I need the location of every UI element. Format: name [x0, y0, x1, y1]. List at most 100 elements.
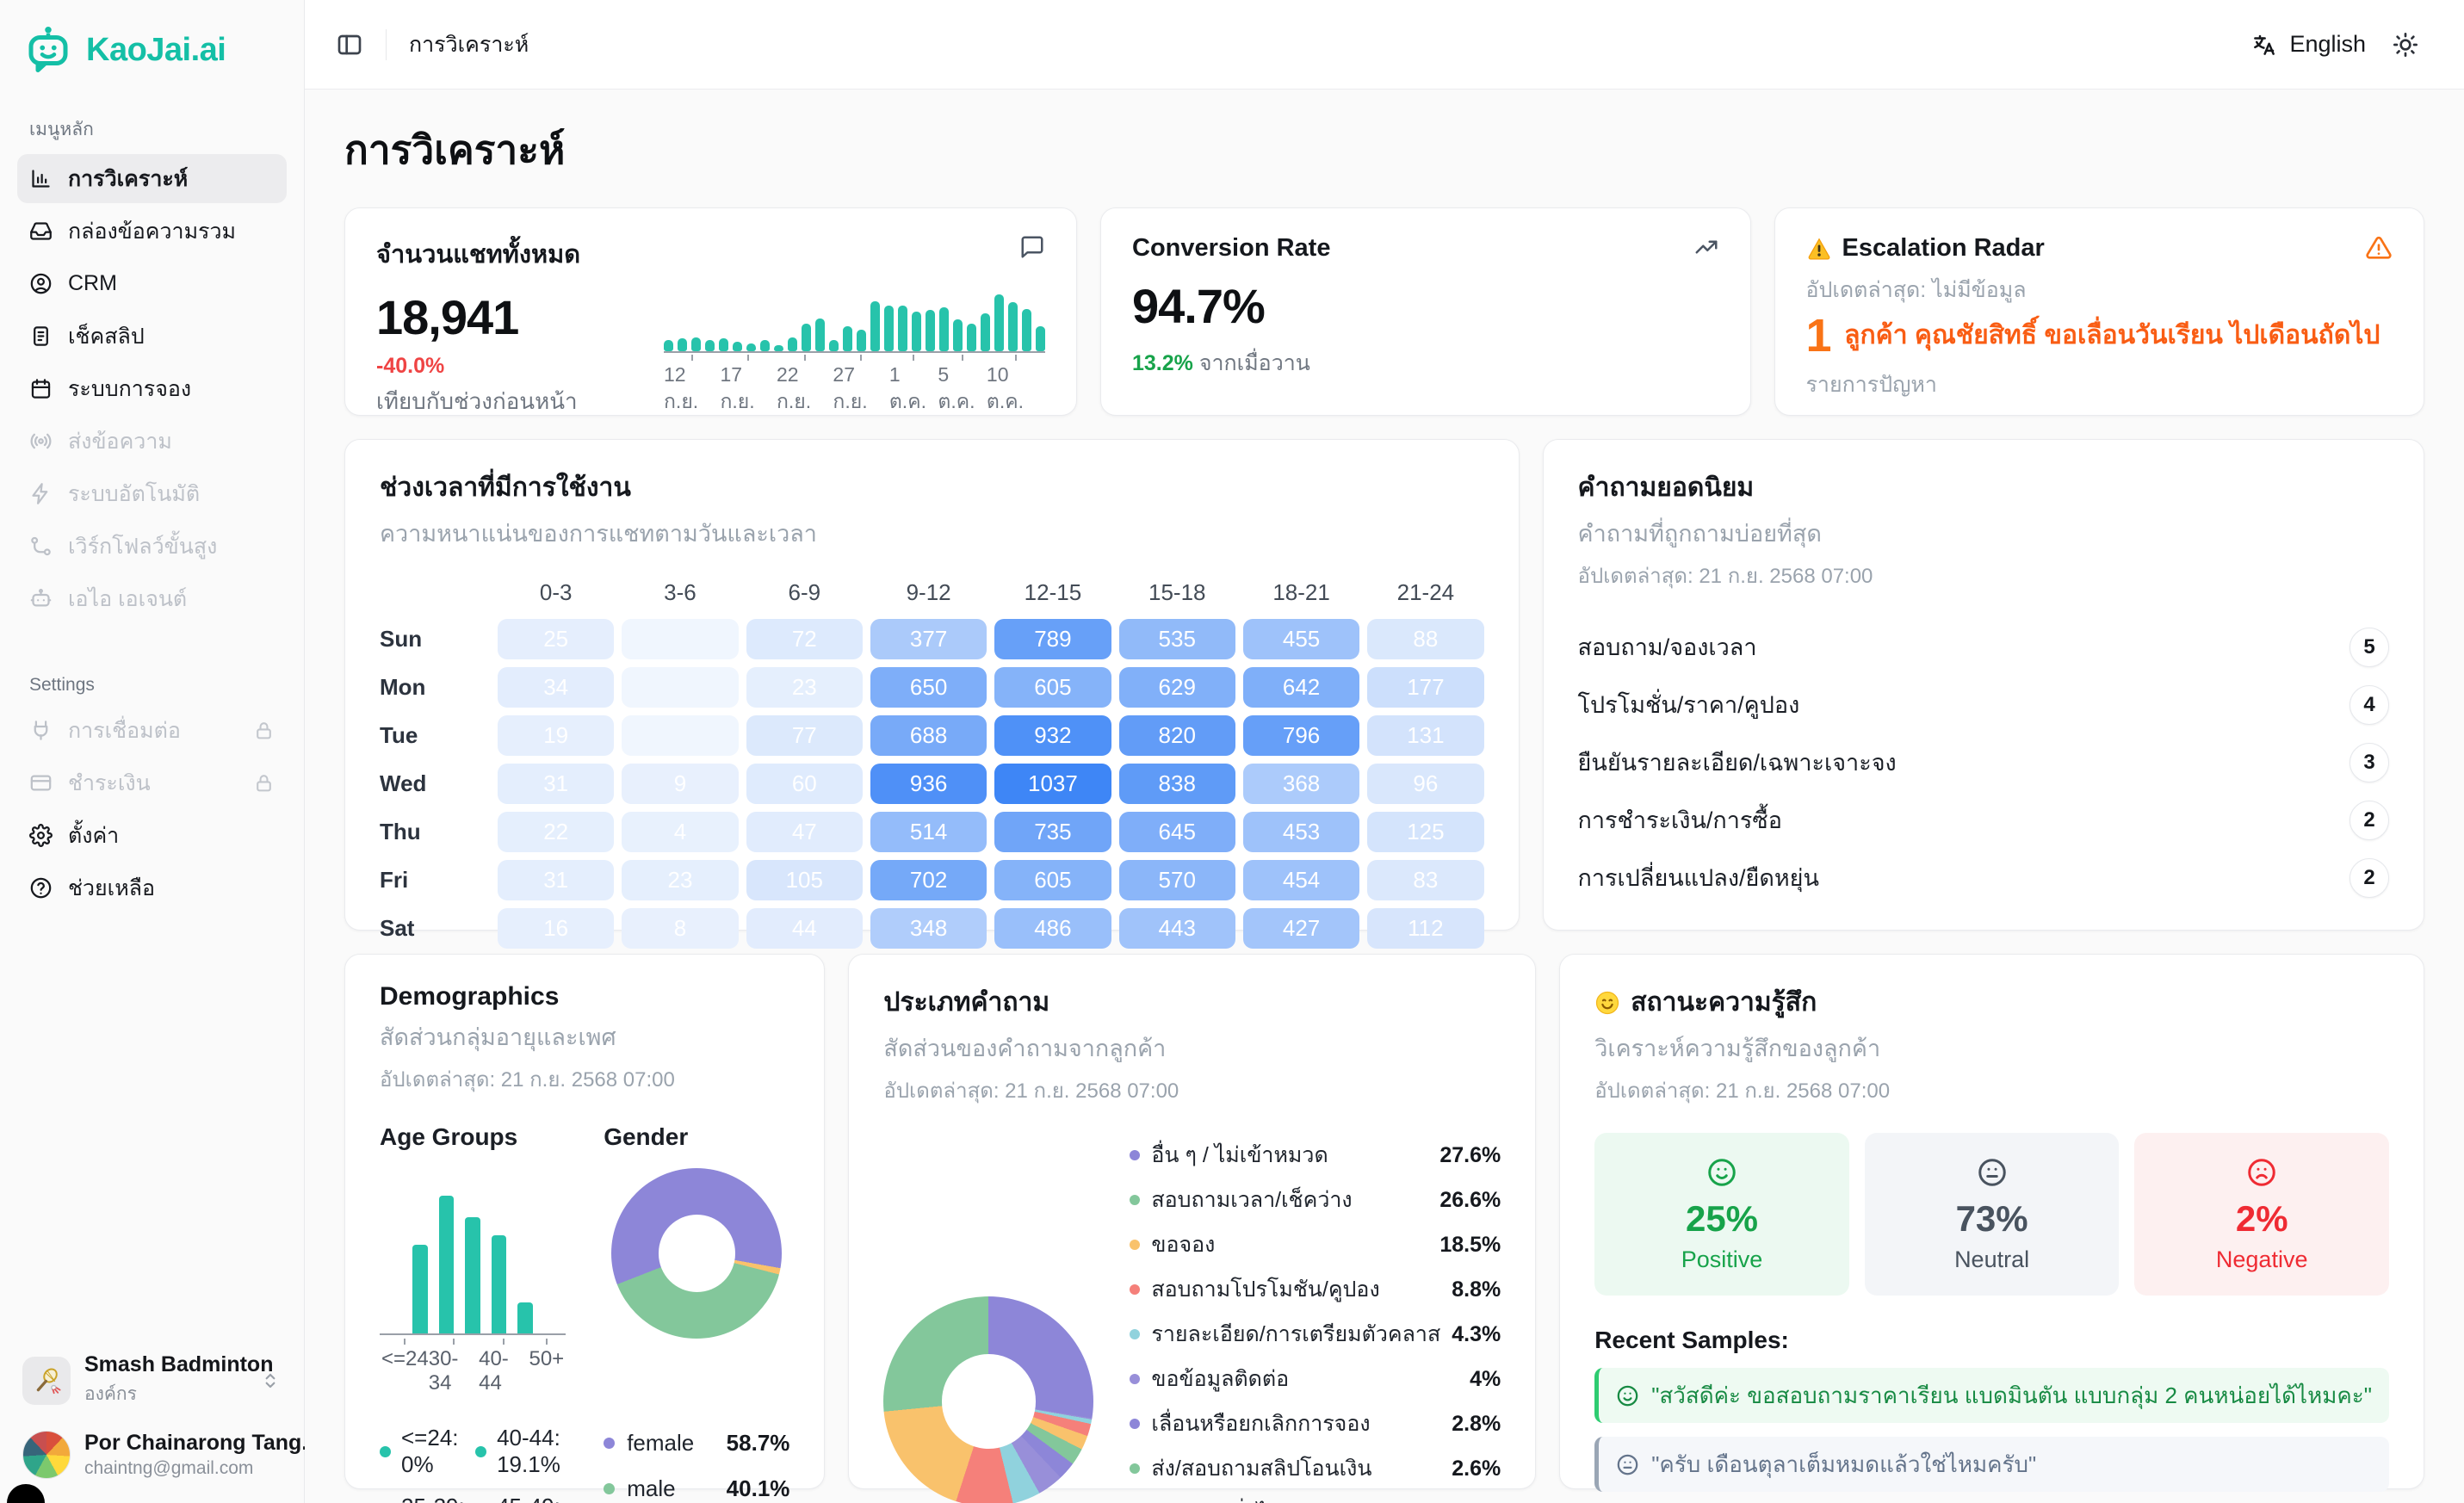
heatmap-cell[interactable]: 650 — [870, 667, 987, 708]
heatmap-cell[interactable]: 112 — [1367, 908, 1484, 949]
heatmap-cell[interactable]: 605 — [994, 667, 1111, 708]
heatmap-cell[interactable]: 77 — [746, 715, 863, 756]
heatmap-cell[interactable]: 31 — [498, 764, 615, 804]
sample-text: "สวัสดีค่ะ ขอสอบถามราคาเรียน แบดมินตัน แ… — [1651, 1382, 2372, 1408]
question-type-pct: 4.3% — [1452, 1321, 1501, 1346]
heatmap-cell[interactable]: 9 — [622, 764, 739, 804]
heatmap-cell[interactable]: 4 — [622, 812, 739, 852]
gender-label: female — [627, 1430, 695, 1456]
zap-icon — [29, 482, 53, 505]
org-switcher[interactable]: Smash Badminton องค์กร — [22, 1352, 282, 1408]
brand-logo[interactable]: KaoJai.ai — [17, 21, 287, 76]
sparkline-bar — [981, 312, 990, 351]
heatmap-cell[interactable]: 96 — [1367, 764, 1484, 804]
heatmap-cell[interactable] — [622, 715, 739, 756]
heatmap-cell[interactable]: 454 — [1242, 860, 1360, 900]
sidebar-item-gear[interactable]: ตั้งค่า — [17, 811, 287, 860]
sidebar-item-analytics[interactable]: การวิเคราะห์ — [17, 154, 287, 203]
sidebar-item-inbox[interactable]: กล่องข้อความรวม — [17, 207, 287, 256]
sparkline-bar — [774, 344, 783, 351]
heatmap-cell[interactable]: 16 — [498, 908, 615, 949]
theme-toggle-sun-icon[interactable] — [2392, 31, 2419, 59]
heatmap-cell[interactable] — [622, 619, 739, 659]
heatmap-cell[interactable]: 514 — [870, 812, 987, 852]
heatmap-cell[interactable]: 838 — [1118, 764, 1235, 804]
heatmap-cell[interactable]: 8 — [622, 908, 739, 949]
heatmap-cell[interactable]: 34 — [498, 667, 615, 708]
heatmap-cell[interactable]: 642 — [1242, 667, 1360, 708]
badminton-emoji-icon — [22, 1356, 71, 1405]
top-question-row[interactable]: สอบถาม/จองเวลา 5 — [1578, 618, 2389, 676]
top-question-row[interactable]: การเปลี่ยนแปลง/ยืดหยุ่น 2 — [1578, 849, 2389, 906]
question-type-legend-row: ขอจอง 18.5% — [1130, 1228, 1501, 1262]
heatmap-cell[interactable]: 31 — [498, 860, 615, 900]
sparkline-bar — [802, 324, 811, 351]
heatmap-cell[interactable]: 105 — [746, 860, 863, 900]
sidebar-item-receipt[interactable]: เช็คสลิป — [17, 312, 287, 361]
age-legend-item: <=24: 0% — [380, 1425, 470, 1478]
heatmap-cell[interactable]: 44 — [746, 908, 863, 949]
heatmap-cell[interactable]: 25 — [498, 619, 615, 659]
question-type-label: รายละเอียด/การเตรียมตัวคลาส — [1151, 1322, 1441, 1346]
language-selector[interactable]: English — [2251, 31, 2366, 58]
heatmap-cell[interactable]: 47 — [746, 812, 863, 852]
heatmap-cell[interactable]: 702 — [870, 860, 987, 900]
heatmap-cell[interactable]: 453 — [1242, 812, 1360, 852]
top-question-row[interactable]: การชำระเงิน/การซื้อ 2 — [1578, 791, 2389, 849]
heatmap-cell[interactable]: 377 — [870, 619, 987, 659]
age-legend-item: 40-44: 19.1% — [475, 1425, 566, 1478]
heatmap-cell[interactable]: 60 — [746, 764, 863, 804]
question-type-label: อื่น ๆ / ไม่เข้าหมวด — [1151, 1143, 1328, 1167]
heatmap-cell[interactable]: 23 — [622, 860, 739, 900]
dev-indicator[interactable] — [7, 1484, 45, 1503]
sidebar-item-user-circle[interactable]: CRM — [17, 259, 287, 308]
sidebar-item-help[interactable]: ช่วยเหลือ — [17, 863, 287, 912]
heatmap-cell[interactable]: 131 — [1367, 715, 1484, 756]
neutral-face-icon — [1977, 1157, 2008, 1188]
negative-label: Negative — [2215, 1246, 2308, 1272]
heatmap-cell[interactable]: 735 — [994, 812, 1111, 852]
heatmap-cell[interactable]: 486 — [994, 908, 1111, 949]
heatmap-cell[interactable]: 932 — [994, 715, 1111, 756]
heatmap-cell[interactable]: 455 — [1242, 619, 1360, 659]
heatmap-cell[interactable]: 368 — [1242, 764, 1360, 804]
heatmap-cell[interactable]: 125 — [1367, 812, 1484, 852]
heatmap-cell[interactable]: 789 — [994, 619, 1111, 659]
heatmap-cell[interactable]: 605 — [994, 860, 1111, 900]
smile-face-icon — [1706, 1157, 1737, 1188]
heatmap-cell[interactable] — [622, 667, 739, 708]
sidebar-footer: Smash Badminton องค์กร Por Chainarong Ta… — [17, 1352, 319, 1479]
heatmap-cell[interactable]: 83 — [1367, 860, 1484, 900]
heatmap-cell[interactable]: 427 — [1242, 908, 1360, 949]
heatmap-cell[interactable]: 348 — [870, 908, 987, 949]
heatmap-cell[interactable]: 936 — [870, 764, 987, 804]
heatmap-cell[interactable]: 22 — [498, 812, 615, 852]
heatmap-cell[interactable]: 23 — [746, 667, 863, 708]
sidebar-item-calendar[interactable]: ระบบการจอง — [17, 364, 287, 413]
heatmap-cell[interactable]: 88 — [1367, 619, 1484, 659]
heatmap-cell[interactable]: 820 — [1118, 715, 1235, 756]
heatmap-cell[interactable]: 443 — [1118, 908, 1235, 949]
heatmap-cell[interactable]: 629 — [1118, 667, 1235, 708]
heatmap-cell[interactable]: 796 — [1242, 715, 1360, 756]
org-type: องค์กร — [84, 1384, 137, 1404]
sidebar-main-nav: การวิเคราะห์ กล่องข้อความรวม CRM เช็คสลิป ระ… — [17, 154, 287, 623]
sidebar-item-label: CRM — [68, 271, 117, 295]
sidebar-toggle-icon[interactable] — [336, 31, 363, 59]
heatmap-cell[interactable]: 688 — [870, 715, 987, 756]
heatmap-cell[interactable]: 19 — [498, 715, 615, 756]
heatmap-cell[interactable]: 177 — [1367, 667, 1484, 708]
legend-text: 40-44: 19.1% — [497, 1425, 560, 1477]
heatmap-cell[interactable]: 72 — [746, 619, 863, 659]
sparkline-bar — [760, 339, 770, 351]
top-question-row[interactable]: ยืนยันรายละเอียด/เฉพาะเจาะจง 3 — [1578, 733, 2389, 791]
heatmap-cell[interactable]: 1037 — [994, 764, 1111, 804]
top-question-row[interactable]: โปรโมชั่น/ราคา/คูปอง 4 — [1578, 676, 2389, 733]
user-account[interactable]: Por Chainarong Tang... chaintng@gmail.co… — [22, 1431, 319, 1479]
heatmap-cell[interactable]: 570 — [1118, 860, 1235, 900]
question-label: การชำระเงิน/การซื้อ — [1577, 807, 1782, 833]
question-type-legend-row: รายละเอียด/การเตรียมตัวคลาส 4.3% — [1130, 1317, 1501, 1351]
heatmap-cell[interactable]: 535 — [1118, 619, 1235, 659]
heatmap-row-label: Wed — [380, 770, 427, 796]
heatmap-cell[interactable]: 645 — [1118, 812, 1235, 852]
